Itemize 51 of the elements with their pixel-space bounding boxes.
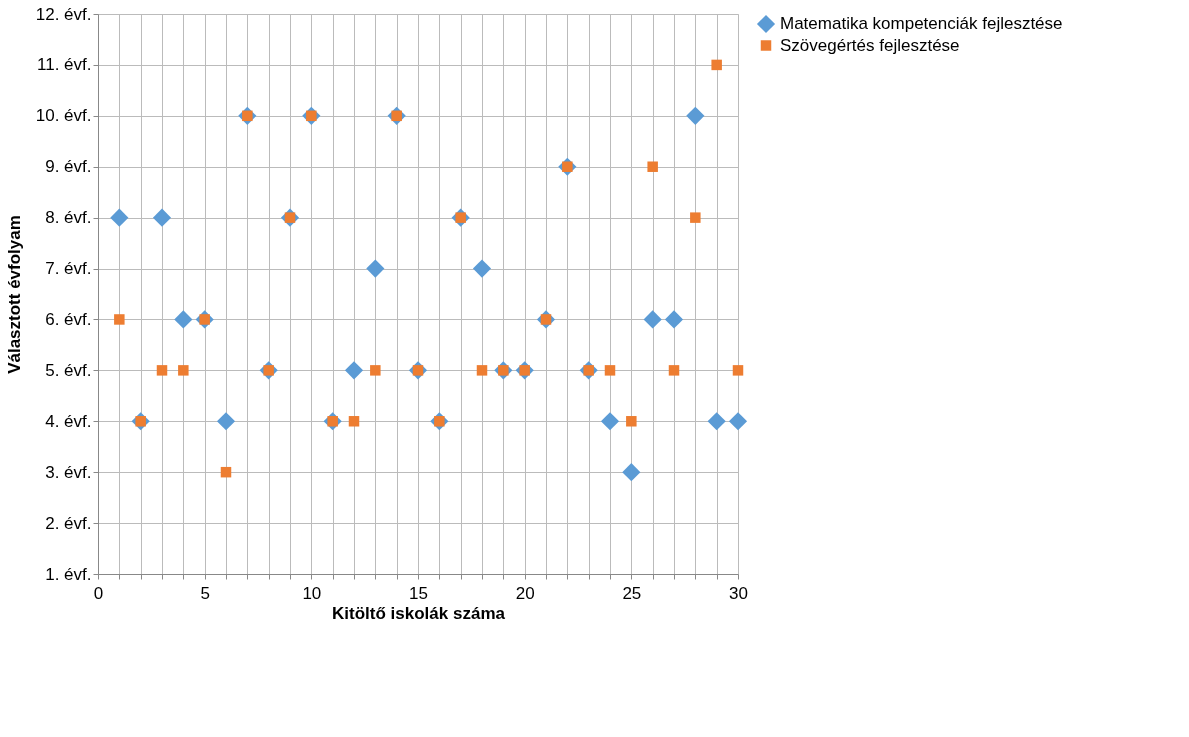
x-tick-label: 20 (515, 583, 535, 603)
y-tick-label: 4. évf. (45, 411, 92, 431)
point (626, 416, 637, 427)
point (643, 310, 662, 329)
x-tick-label: 25 (622, 583, 642, 603)
y-tick-label: 12. évf. (35, 4, 92, 24)
point (622, 463, 641, 482)
point (711, 59, 722, 71)
x-axis-title: Kitöltő iskolák száma (332, 603, 506, 623)
point (344, 361, 364, 380)
x-tick-label: 0 (93, 583, 104, 603)
point (600, 412, 620, 431)
point (152, 208, 172, 227)
point (348, 416, 360, 427)
y-tick-label: 7. évf. (45, 259, 92, 279)
y-tick-label: 5. évf. (45, 360, 92, 380)
y-tick-label: 3. évf. (45, 462, 92, 482)
y-tick-label: 10. évf. (35, 106, 92, 126)
legend-label: Matematika kompetenciák fejlesztése (780, 14, 1063, 33)
point (220, 466, 232, 478)
point (110, 208, 129, 227)
x-tick-label: 15 (409, 583, 428, 603)
point (604, 365, 616, 376)
y-axis-title: Választott évfolyam (4, 215, 24, 374)
point (366, 259, 385, 278)
point (156, 365, 168, 376)
y-tick-label: 6. évf. (45, 309, 92, 329)
point (686, 106, 705, 125)
point (370, 365, 381, 376)
point (728, 412, 748, 431)
y-tick-label: 1. évf. (45, 564, 92, 584)
point (668, 365, 680, 376)
y-tick-label: 11. évf. (37, 55, 92, 75)
point (647, 161, 658, 172)
point (114, 314, 125, 325)
legend-label: Szövegértés fejlesztése (780, 35, 960, 55)
point (732, 365, 744, 376)
y-tick-label: 9. évf. (45, 157, 92, 177)
point (174, 310, 193, 329)
x-tick-label: 30 (729, 583, 748, 603)
point (690, 212, 701, 223)
point (472, 259, 492, 278)
point (216, 412, 236, 431)
x-tick-label: 10 (302, 583, 322, 603)
x-tick-label: 5 (200, 583, 210, 603)
point (178, 365, 189, 376)
y-tick-label: 2. évf. (45, 513, 92, 533)
point (707, 412, 726, 431)
point (664, 310, 684, 329)
point (476, 365, 488, 376)
y-tick-label: 8. évf. (45, 208, 92, 228)
